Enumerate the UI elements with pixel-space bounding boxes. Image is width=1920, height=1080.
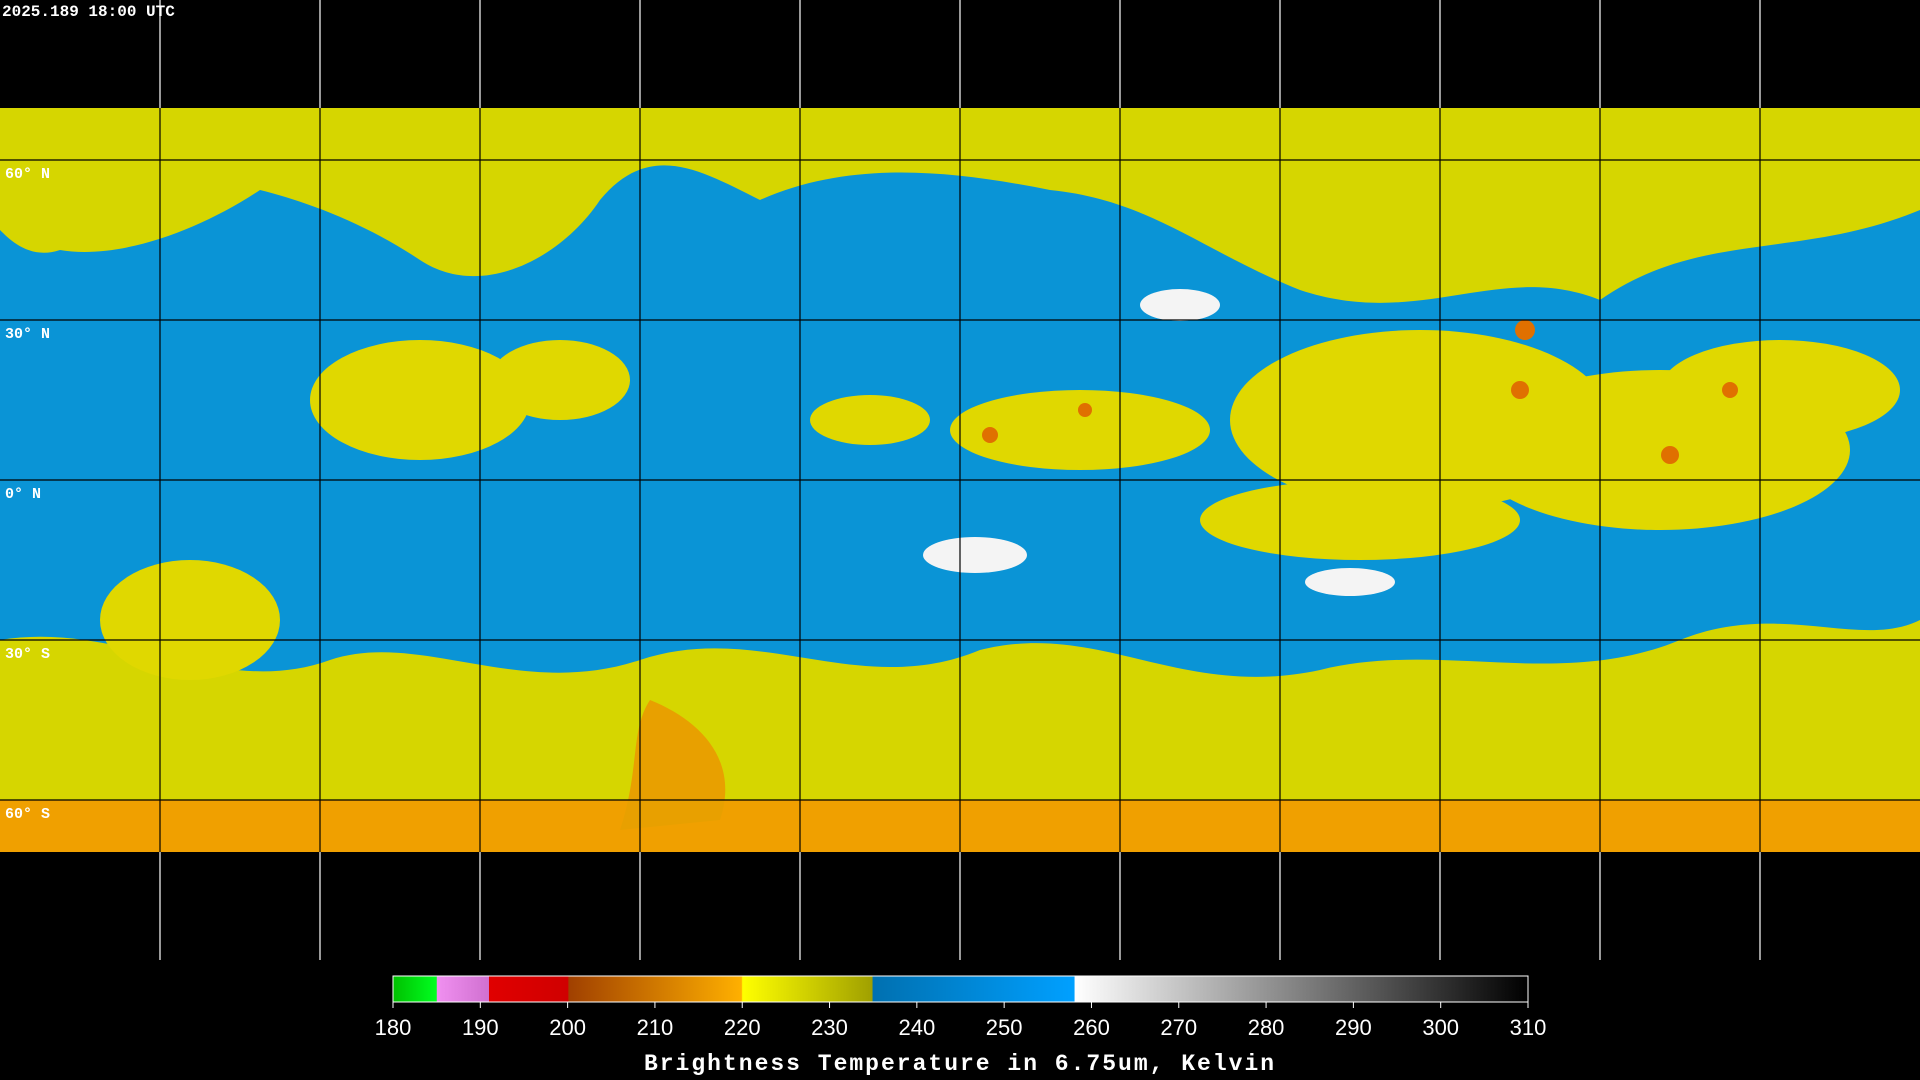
latitude-label: 60° S bbox=[5, 806, 50, 823]
colorbar-tick-label: 280 bbox=[1248, 1015, 1285, 1040]
convection bbox=[100, 330, 1900, 680]
latitude-label: 60° N bbox=[5, 166, 50, 183]
colorbar-ticks: 180 190 200 210 220 230 240 250 260 270 280 290 300 3… bbox=[375, 1002, 1547, 1040]
colorbar-tick-label: 180 bbox=[375, 1015, 412, 1040]
colorbar-tick-label: 230 bbox=[811, 1015, 848, 1040]
colorbar-tick-label: 260 bbox=[1073, 1015, 1110, 1040]
colorbar-tick-label: 300 bbox=[1422, 1015, 1459, 1040]
colorbar-tick-label: 210 bbox=[637, 1015, 674, 1040]
colorbar-tick-label: 270 bbox=[1160, 1015, 1197, 1040]
colorbar-tick-label: 200 bbox=[549, 1015, 586, 1040]
colorbar-tick-label: 240 bbox=[898, 1015, 935, 1040]
colorbar-tick-label: 220 bbox=[724, 1015, 761, 1040]
timestamp: 2025.189 18:00 UTC bbox=[2, 3, 175, 21]
latitude-label: 30° S bbox=[5, 646, 50, 663]
dry-air bbox=[923, 289, 1395, 596]
latitude-label: 30° N bbox=[5, 326, 50, 343]
colorbar bbox=[392, 975, 1529, 1003]
colorbar-tick-label: 290 bbox=[1335, 1015, 1372, 1040]
latitude-grid: 60° N 30° N 0° N 30° S 60° S bbox=[0, 159, 1920, 823]
colorbar-tick-label: 190 bbox=[462, 1015, 499, 1040]
colorbar-tick-label: 310 bbox=[1510, 1015, 1547, 1040]
colorbar-title: Brightness Temperature in 6.75um, Kelvin bbox=[644, 1051, 1276, 1077]
cold-patch bbox=[620, 700, 726, 830]
colorbar-tick-label: 250 bbox=[986, 1015, 1023, 1040]
deep-convection bbox=[982, 320, 1738, 464]
latitude-label: 0° N bbox=[5, 486, 41, 503]
